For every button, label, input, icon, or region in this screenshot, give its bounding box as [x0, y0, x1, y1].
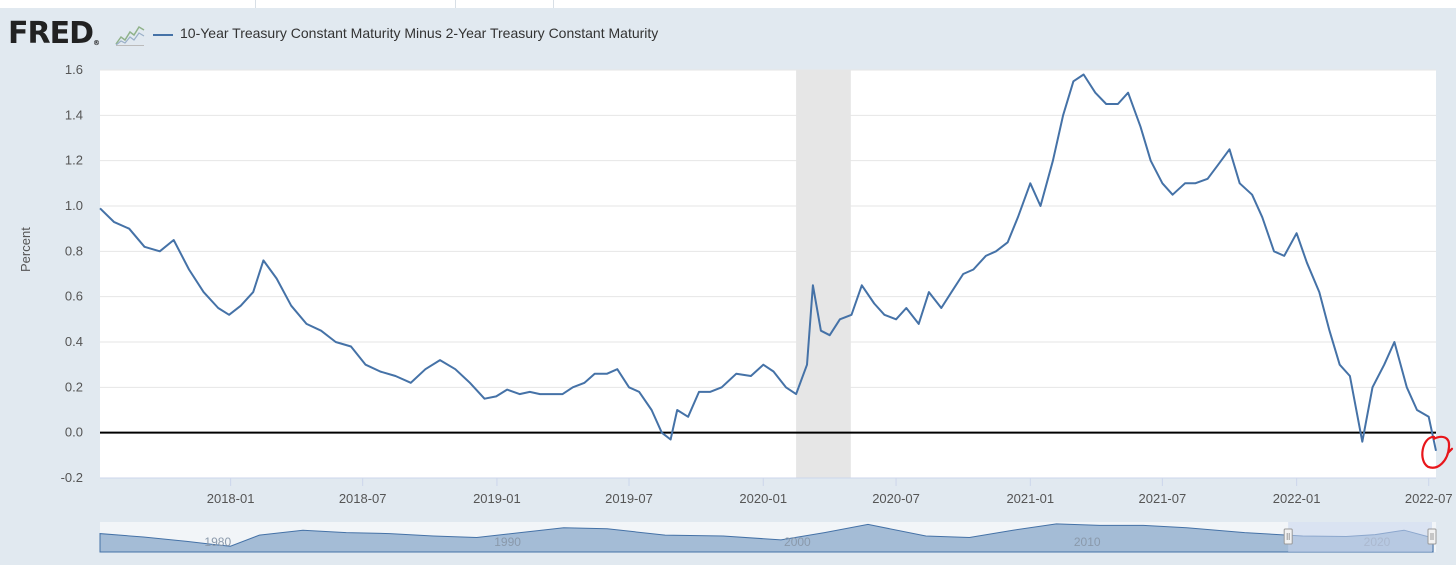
x-tick-label: 2021-07	[1139, 491, 1187, 506]
x-tick-label: 2019-07	[605, 491, 653, 506]
tab-divider	[455, 0, 456, 8]
y-tick-label: 1.2	[65, 153, 83, 168]
x-tick-label: 2022-01	[1273, 491, 1321, 506]
legend-series-label[interactable]: 10-Year Treasury Constant Maturity Minus…	[180, 25, 659, 41]
y-tick-label: 0.4	[65, 334, 83, 349]
fred-logo-text: FRED	[8, 16, 94, 51]
recession-band	[796, 70, 851, 478]
x-tick-label: 2020-01	[739, 491, 787, 506]
y-tick-label: 1.0	[65, 198, 83, 213]
fred-logo[interactable]: FRED®	[8, 16, 100, 61]
y-tick-label: 0.6	[65, 289, 83, 304]
navigator-handle[interactable]	[1283, 528, 1293, 545]
navigator-tick-label: 1980	[204, 535, 231, 549]
y-tick-label: 1.4	[65, 107, 83, 122]
y-tick-label: 0.2	[65, 379, 83, 394]
y-tick-label: 0.8	[65, 243, 83, 258]
x-tick-label: 2019-01	[473, 491, 521, 506]
y-tick-label: 0.0	[65, 425, 83, 440]
navigator-tick-label: 2000	[784, 535, 811, 549]
annotation-circle	[1421, 435, 1454, 469]
navigator-selection	[1288, 522, 1432, 552]
series-line	[99, 73, 1437, 452]
navigator-tick-label: 1990	[494, 535, 521, 549]
navigator-handle[interactable]	[1427, 528, 1437, 545]
x-tick-label: 2018-07	[339, 491, 387, 506]
y-tick-label: 1.6	[65, 62, 83, 77]
x-tick-label: 2021-01	[1006, 491, 1054, 506]
navigator-tick-label: 2010	[1074, 535, 1101, 549]
registered-mark: ®	[93, 39, 100, 47]
sparkline-chart-icon	[115, 25, 145, 46]
x-tick-label: 2018-01	[207, 491, 255, 506]
x-tick-label: 2022-07	[1405, 491, 1453, 506]
tab-divider	[255, 0, 256, 8]
tab-divider	[553, 0, 554, 8]
legend-series-swatch	[153, 34, 173, 36]
x-tick-label: 2020-07	[872, 491, 920, 506]
y-tick-label: -0.2	[61, 470, 83, 485]
plot-area	[100, 70, 1436, 478]
top-tab-strip	[0, 0, 1456, 8]
